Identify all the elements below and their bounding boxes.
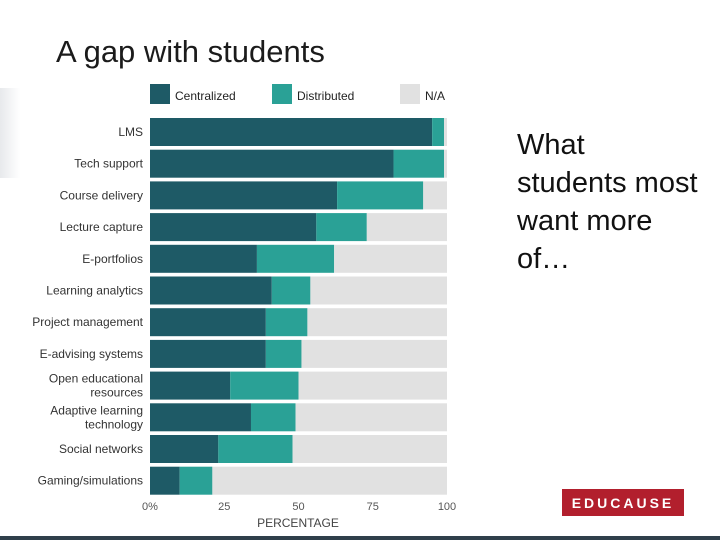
bar-12-na xyxy=(212,466,447,495)
bar-1-na xyxy=(444,118,447,146)
bar-10-na xyxy=(295,403,447,432)
bar-3-distributed xyxy=(337,181,424,210)
bar-8-na xyxy=(301,339,447,368)
bar-5-distributed xyxy=(256,244,335,273)
legend-label-1: Centralized xyxy=(175,89,236,103)
stacked-bar-chart: Centralized Distributed N/A LMS Tech support… xyxy=(0,74,460,534)
bar-8-distributed xyxy=(265,339,302,368)
category-label-6: Learning analytics xyxy=(46,284,143,298)
bar-9-distributed xyxy=(230,371,299,400)
bar-11-na xyxy=(292,435,447,463)
legend-label-2: Distributed xyxy=(297,89,354,103)
bar-9-centralized xyxy=(150,371,231,400)
category-label-5: E-portfolios xyxy=(82,252,143,266)
legend-swatch-2 xyxy=(272,84,292,104)
bar-12-centralized xyxy=(150,466,180,495)
legend-swatch-3 xyxy=(400,84,420,104)
bar-11-centralized xyxy=(150,435,219,463)
bar-2-distributed xyxy=(393,149,445,178)
bar-2-centralized xyxy=(150,149,394,178)
chart-svg: Centralized Distributed N/A LMS Tech support… xyxy=(32,78,456,530)
bottom-bar xyxy=(0,536,720,540)
x-axis-label: PERCENTAGE xyxy=(257,516,339,530)
bar-7-na xyxy=(307,308,447,337)
bar-6-distributed xyxy=(271,276,311,305)
bar-3-na xyxy=(423,181,447,210)
side-note: What students most want more of… xyxy=(517,129,698,275)
bar-10-centralized xyxy=(150,403,251,432)
legend-swatch-1 xyxy=(150,84,170,104)
category-label-3: Course delivery xyxy=(60,188,143,202)
category-label-1: LMS xyxy=(118,125,143,139)
bar-11-distributed xyxy=(218,435,293,463)
bar-4-centralized xyxy=(150,213,317,242)
category-label-2: Tech support xyxy=(74,157,143,171)
x-tick-label-1: 0% xyxy=(142,501,158,513)
decorative-shade xyxy=(0,88,20,178)
bar-10-distributed xyxy=(250,403,296,432)
category-label-7: Project management xyxy=(32,315,143,329)
bar-5-centralized xyxy=(150,244,257,273)
bar-12-distributed xyxy=(179,466,213,495)
bar-2-na xyxy=(444,149,447,178)
category-label-10: Adaptive learning technology xyxy=(50,403,143,431)
bar-1-distributed xyxy=(432,118,445,146)
slide-title: A gap with students xyxy=(56,34,325,69)
x-tick-label-2: 25 xyxy=(218,501,230,513)
legend-label-3: N/A xyxy=(425,89,445,103)
bar-3-centralized xyxy=(150,181,338,210)
bar-7-centralized xyxy=(150,308,266,337)
x-tick-label-3: 50 xyxy=(292,501,304,513)
bar-1-centralized xyxy=(150,118,433,146)
bar-6-na xyxy=(310,276,447,305)
bar-8-centralized xyxy=(150,339,266,368)
x-tick-label-4: 75 xyxy=(367,501,379,513)
bar-5-na xyxy=(334,244,447,273)
bar-9-na xyxy=(298,371,447,400)
category-label-8: E-advising systems xyxy=(40,347,143,361)
x-tick-label-5: 100 xyxy=(438,501,456,513)
category-label-4: Lecture capture xyxy=(60,220,144,234)
bar-4-na xyxy=(366,213,447,242)
bar-7-distributed xyxy=(265,308,308,337)
category-label-12: Gaming/simulations xyxy=(38,474,143,488)
category-label-11: Social networks xyxy=(59,442,143,456)
educause-logo: EDUCAUSE xyxy=(562,489,684,516)
bar-4-distributed xyxy=(316,213,367,242)
category-label-9: Open educational resources xyxy=(49,372,143,400)
bar-6-centralized xyxy=(150,276,272,305)
